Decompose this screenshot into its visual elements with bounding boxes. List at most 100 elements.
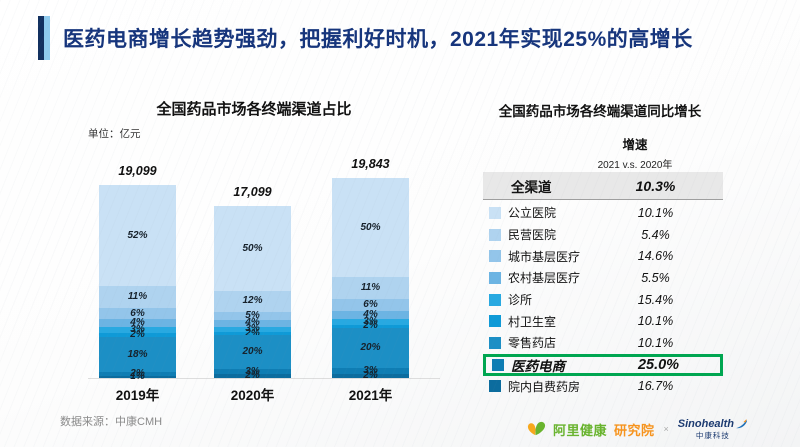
bar-segment-民营医院: 11%: [99, 286, 176, 308]
row-value: 5.5%: [641, 270, 670, 285]
row-value: 5.4%: [641, 227, 670, 242]
bar-segment-零售药店: 18%: [99, 337, 176, 373]
unit-label: 单位：亿元: [88, 128, 141, 140]
column-header: 增速: [622, 138, 648, 152]
slide-header: 医药电商增长趋势强劲，把握利好时机，2021年实现25%的高增长: [38, 16, 693, 60]
table-row-民营医院: 民营医院 5.4%: [483, 224, 723, 246]
accent-bar-light: [44, 16, 50, 60]
bar-segment-农村基层医疗: 4%: [99, 318, 176, 328]
legend-square: [489, 315, 501, 328]
row-value: 14.6%: [637, 249, 674, 264]
legend-square: [489, 206, 501, 219]
bar-segment-零售药店: 20%: [332, 328, 409, 369]
logo-separator: ×: [663, 424, 669, 435]
segment-label: 20%: [242, 346, 263, 358]
segment-label: 11%: [127, 291, 148, 303]
row-label: 零售药店: [508, 336, 557, 351]
bar-segment-农村基层医疗: 4%: [332, 309, 409, 319]
bar-segment-公立医院: 52%: [99, 185, 176, 287]
table-row-全渠道: 全渠道 10.3%: [483, 172, 723, 200]
row-label: 公立医院: [508, 206, 557, 221]
accent-bar-dark: [38, 16, 44, 60]
table-row-诊所: 诊所 15.4%: [483, 289, 723, 311]
year-label: 2019年: [115, 388, 160, 403]
table-row-农村基层医疗: 农村基层医疗 5.5%: [483, 267, 723, 289]
row-label: 农村基层医疗: [508, 271, 581, 286]
row-label: 诊所: [508, 293, 533, 308]
segment-label: 50%: [242, 242, 263, 254]
bar-total-label: 17,099: [233, 185, 272, 199]
row-value: 10.1%: [637, 205, 674, 220]
segment-label: 11%: [360, 281, 381, 293]
bar-segment-城市基层医疗: 6%: [332, 298, 409, 311]
row-value: 10.1%: [637, 314, 674, 329]
segment-label: 18%: [127, 348, 148, 360]
segment-label: 6%: [130, 307, 145, 319]
legend-square: [489, 336, 501, 349]
table-row-公立医院: 公立医院 10.1%: [483, 202, 723, 224]
table-row-村卫生室: 村卫生室 10.1%: [483, 310, 723, 332]
legend-square: [489, 293, 501, 306]
bar-segment-院内自费药房: 2%: [332, 370, 409, 380]
growth-table-header: 增速 2021 v.s. 2020年: [560, 134, 710, 171]
sinohealth-swoosh-icon: [736, 419, 747, 429]
bar-segment-农村基层医疗: 4%: [214, 318, 291, 328]
table-row-院内自费药房: 院内自费药房 16.7%: [483, 376, 723, 398]
bar-segment-城市基层医疗: 6%: [99, 307, 176, 320]
left-chart-title: 全国药品市场各终端渠道占比: [156, 101, 352, 118]
stacked-bar: 52% 11% 6% 4% 3% 2% 18% 2% 1%: [99, 185, 176, 381]
row-label: 医药电商: [511, 358, 565, 374]
table-row-医药电商: 医药电商 25.0%: [483, 353, 723, 376]
row-label: 民营医院: [508, 228, 557, 243]
data-source-note: 数据来源：中康CMH: [60, 416, 163, 428]
row-value: 10.1%: [637, 335, 674, 350]
column-subheader: 2021 v.s. 2020年: [597, 160, 673, 171]
year-label: 2020年: [230, 388, 275, 403]
bar-total-label: 19,843: [351, 157, 390, 171]
sinohealth-logo-text: Sinohealth: [677, 418, 734, 430]
segment-label: 50%: [360, 221, 381, 233]
bar-segment-民营医院: 11%: [332, 277, 409, 299]
ali-health-logo-text: 阿里健康: [552, 422, 607, 438]
segment-label: 52%: [127, 229, 148, 241]
stacked-bar: 50% 11% 6% 4% 3% 2% 20% 3% 2%: [332, 178, 409, 380]
growth-table-title: 全国药品市场各终端渠道同比增长: [498, 104, 702, 119]
bar-segment-零售药店: 20%: [214, 335, 291, 370]
row-label: 全渠道: [511, 179, 552, 195]
stacked-bar: 50% 12% 5% 4% 3% 2% 20% 3% 2%: [214, 206, 291, 381]
table-row-零售药店: 零售药店 10.1%: [483, 332, 723, 354]
segment-label: 6%: [363, 298, 378, 310]
bar-column: 19,843 50% 11% 6% 4% 3% 2% 20% 3% 2% 2021年: [332, 143, 409, 403]
row-label: 村卫生室: [508, 314, 557, 329]
row-value: 15.4%: [637, 292, 674, 307]
legend-square: [489, 250, 501, 263]
year-label: 2021年: [348, 388, 393, 403]
bar-total-label: 19,099: [118, 164, 157, 178]
legend-square: [489, 228, 501, 241]
row-label: 院内自费药房: [508, 379, 581, 394]
row-value: 10.3%: [635, 177, 676, 194]
segment-label: 20%: [360, 342, 381, 354]
bar-segment-院内自费药房: 1%: [99, 371, 176, 381]
legend-square: [489, 271, 501, 284]
legend-square: [489, 380, 501, 393]
bar-segment-民营医院: 12%: [214, 291, 291, 312]
segment-label: 12%: [242, 295, 263, 307]
bar-column: 17,099 50% 12% 5% 4% 3% 2% 20% 3% 2% 2020年: [214, 143, 291, 403]
sinohealth-logo: Sinohealth 中康科技: [678, 419, 748, 440]
row-label: 城市基层医疗: [508, 249, 581, 264]
row-value: 25.0%: [637, 356, 680, 373]
bar-segment-院内自费药房: 2%: [214, 371, 291, 381]
row-value: 16.7%: [637, 379, 674, 394]
bar-segment-公立医院: 50%: [332, 178, 409, 277]
growth-table-rows: 全渠道 10.3% 公立医院 10.1% 民营医院 5.4% 城市基层医疗 14.6% 农村基层…: [483, 172, 723, 397]
sinohealth-logo-subtext: 中康科技: [695, 431, 730, 440]
ali-health-heart-icon: [527, 422, 546, 436]
bar-plot: 19,099 52% 11% 6% 4% 3% 2% 18% 2% 1% 2019年 17,099 50…: [88, 143, 440, 403]
title-accent-bars: [38, 16, 50, 60]
bar-segment-城市基层医疗: 5%: [214, 310, 291, 320]
bar-column: 19,099 52% 11% 6% 4% 3% 2% 18% 2% 1% 2019年: [99, 143, 176, 403]
legend-square: [492, 358, 504, 371]
table-row-城市基层医疗: 城市基层医疗 14.6%: [483, 245, 723, 267]
